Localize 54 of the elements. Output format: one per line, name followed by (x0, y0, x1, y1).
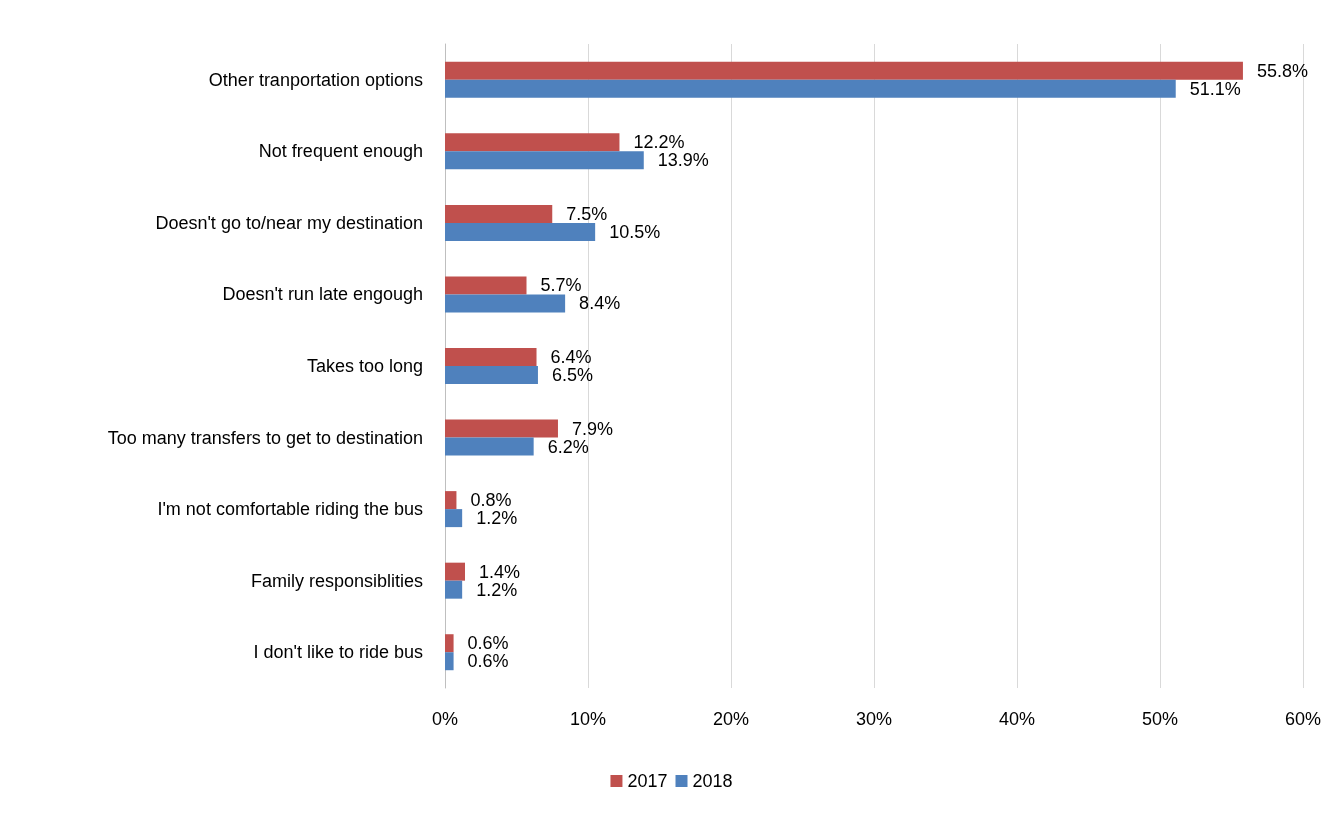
bar (445, 652, 454, 671)
data-label: 6.4% (550, 347, 592, 367)
bar (445, 580, 463, 599)
y-tick-label: Too many transfers to get to destination (107, 427, 423, 448)
bar (445, 222, 596, 241)
bar (445, 634, 454, 653)
y-tick-label: Other tranportation options (208, 69, 423, 90)
y-tick-label: I don't like to ride bus (253, 642, 423, 663)
x-tick-label: 0% (431, 709, 459, 729)
y-tick-label: Doesn't run late engough (222, 284, 423, 305)
bar (445, 61, 1243, 80)
data-label: 6.5% (551, 365, 593, 385)
bar (445, 437, 534, 456)
bar (445, 509, 463, 528)
data-label: 51.1% (1189, 78, 1241, 99)
x-tick-label: 40% (998, 709, 1036, 729)
bar (445, 79, 1176, 98)
data-label: 0.6% (467, 651, 509, 672)
data-label: 1.4% (479, 561, 521, 582)
bar (445, 562, 466, 581)
data-label: 5.7% (540, 275, 582, 296)
x-tick-label: 20% (712, 709, 750, 729)
data-label: 7.9% (571, 418, 613, 439)
bar (445, 294, 566, 313)
y-tick-label: Family responsiblities (250, 570, 423, 591)
data-label: 1.2% (476, 579, 518, 600)
bar (445, 204, 553, 223)
bar (445, 419, 558, 438)
bar (445, 133, 620, 152)
y-tick-label: Doesn't go to/near my destination (155, 212, 423, 233)
data-label: 55.8% (1256, 60, 1308, 81)
data-label: 0.6% (467, 633, 509, 654)
data-label: 13.9% (657, 150, 709, 171)
x-tick-label: 30% (855, 709, 893, 729)
bar (445, 491, 457, 510)
data-label: 12.2% (633, 132, 685, 153)
data-label: 0.8% (470, 490, 512, 511)
data-label: 10.5% (609, 221, 661, 242)
data-label: 7.5% (566, 203, 608, 224)
bar (445, 348, 537, 366)
data-label: 6.2% (547, 436, 589, 457)
y-tick-label: Takes too long (306, 356, 423, 376)
data-label: 8.4% (579, 293, 621, 314)
x-tick-label: 50% (1141, 709, 1179, 729)
x-tick-label: 60% (1284, 709, 1322, 729)
bar (445, 276, 527, 295)
bar (445, 151, 644, 170)
y-tick-label: I'm not comfortable riding the bus (157, 499, 423, 520)
bar (445, 366, 538, 384)
data-label: 1.2% (476, 508, 518, 529)
legend-label: 2018 (692, 771, 733, 791)
x-tick-label: 10% (569, 709, 607, 729)
legend-label: 2017 (627, 771, 668, 791)
y-tick-label: Not frequent enough (258, 141, 423, 162)
